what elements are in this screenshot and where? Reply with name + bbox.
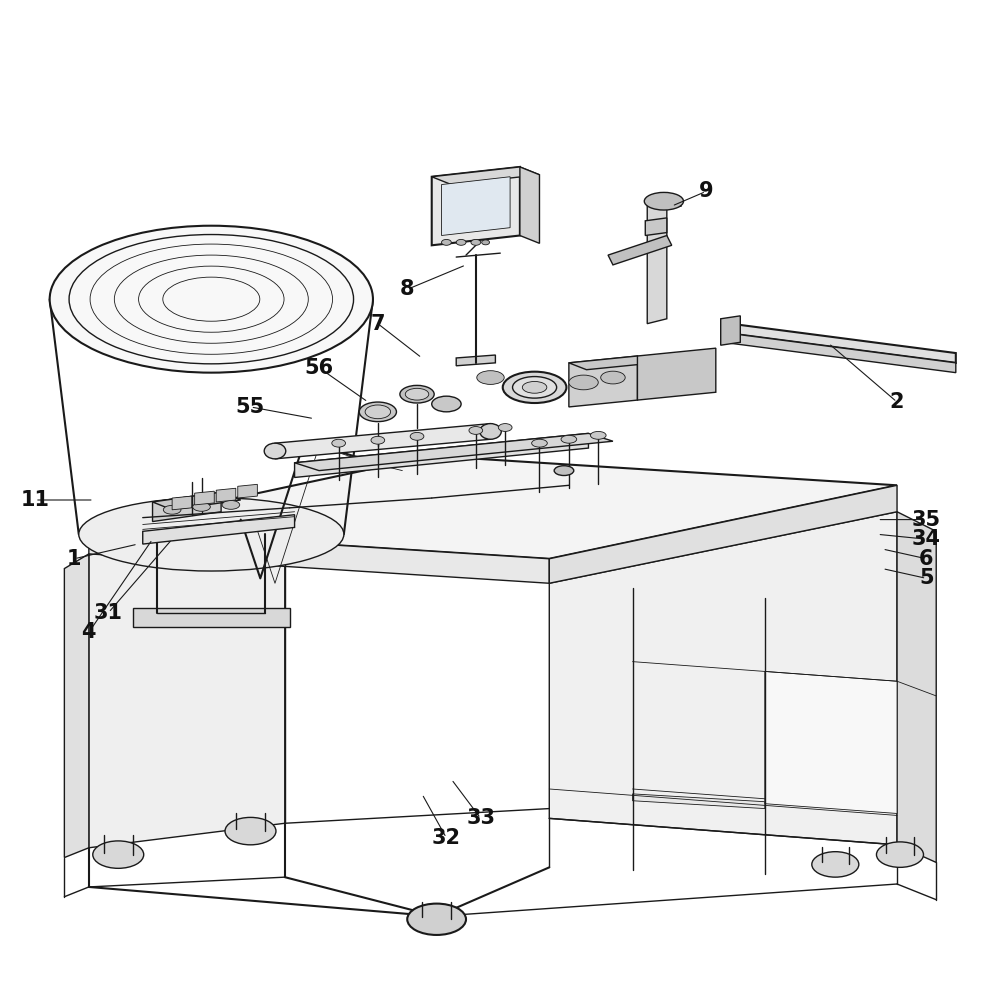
Text: 31: 31 <box>94 603 123 623</box>
Polygon shape <box>172 496 191 510</box>
Ellipse shape <box>561 435 577 443</box>
Text: 4: 4 <box>81 622 96 642</box>
Ellipse shape <box>480 424 501 439</box>
Polygon shape <box>294 433 613 471</box>
Polygon shape <box>89 544 284 848</box>
Ellipse shape <box>225 817 276 845</box>
Polygon shape <box>633 794 765 809</box>
Polygon shape <box>731 324 955 363</box>
Text: 2: 2 <box>890 392 904 412</box>
Text: 8: 8 <box>400 279 415 299</box>
Polygon shape <box>432 167 540 185</box>
Text: 6: 6 <box>919 549 934 569</box>
Polygon shape <box>237 484 257 498</box>
Polygon shape <box>549 512 897 845</box>
Ellipse shape <box>591 431 606 439</box>
Ellipse shape <box>407 904 466 935</box>
Polygon shape <box>456 355 495 366</box>
Ellipse shape <box>332 439 345 447</box>
Text: 5: 5 <box>919 568 934 588</box>
Text: 32: 32 <box>432 828 461 848</box>
Ellipse shape <box>482 240 490 245</box>
Ellipse shape <box>163 505 181 514</box>
Ellipse shape <box>441 239 451 245</box>
Text: 35: 35 <box>912 510 941 530</box>
Polygon shape <box>731 333 955 373</box>
Polygon shape <box>152 492 221 522</box>
Ellipse shape <box>400 385 435 403</box>
Ellipse shape <box>93 841 144 868</box>
Polygon shape <box>152 492 240 510</box>
Polygon shape <box>549 485 897 583</box>
Text: 1: 1 <box>67 549 81 569</box>
Ellipse shape <box>365 405 390 419</box>
Ellipse shape <box>222 500 239 509</box>
Polygon shape <box>294 433 589 477</box>
Ellipse shape <box>432 396 461 412</box>
Polygon shape <box>275 424 490 459</box>
Ellipse shape <box>812 852 858 877</box>
Ellipse shape <box>405 388 429 400</box>
Polygon shape <box>441 177 510 236</box>
Polygon shape <box>645 218 667 236</box>
Ellipse shape <box>498 424 512 431</box>
Ellipse shape <box>50 226 373 373</box>
Ellipse shape <box>371 436 385 444</box>
Polygon shape <box>89 456 897 559</box>
Ellipse shape <box>512 377 556 398</box>
Ellipse shape <box>600 371 625 384</box>
Ellipse shape <box>876 842 923 867</box>
Ellipse shape <box>471 239 481 245</box>
Ellipse shape <box>359 402 396 422</box>
Polygon shape <box>432 167 520 245</box>
Text: 56: 56 <box>304 358 334 378</box>
Polygon shape <box>608 236 672 265</box>
Text: 34: 34 <box>912 529 941 549</box>
Polygon shape <box>765 671 897 813</box>
Ellipse shape <box>78 498 344 571</box>
Polygon shape <box>569 356 655 370</box>
Polygon shape <box>520 167 540 243</box>
Text: 33: 33 <box>466 808 495 828</box>
Text: 55: 55 <box>235 397 265 417</box>
Ellipse shape <box>522 381 546 393</box>
Ellipse shape <box>532 439 547 447</box>
Ellipse shape <box>264 443 285 459</box>
Ellipse shape <box>192 502 210 511</box>
Polygon shape <box>721 316 741 345</box>
Polygon shape <box>897 512 936 862</box>
Ellipse shape <box>502 372 566 403</box>
Text: 9: 9 <box>698 181 713 201</box>
Polygon shape <box>194 491 214 505</box>
Polygon shape <box>133 608 289 627</box>
Polygon shape <box>89 529 549 583</box>
Text: 7: 7 <box>371 314 386 334</box>
Polygon shape <box>143 515 294 544</box>
Ellipse shape <box>469 427 483 434</box>
Ellipse shape <box>569 375 598 390</box>
Ellipse shape <box>410 432 424 440</box>
Polygon shape <box>216 488 235 502</box>
Polygon shape <box>569 356 638 407</box>
Ellipse shape <box>645 192 684 210</box>
Ellipse shape <box>554 466 574 476</box>
Polygon shape <box>647 201 667 324</box>
Text: 11: 11 <box>21 490 49 510</box>
Ellipse shape <box>477 371 504 384</box>
Polygon shape <box>65 554 89 858</box>
Ellipse shape <box>456 239 466 245</box>
Polygon shape <box>638 348 716 400</box>
Polygon shape <box>645 198 682 209</box>
